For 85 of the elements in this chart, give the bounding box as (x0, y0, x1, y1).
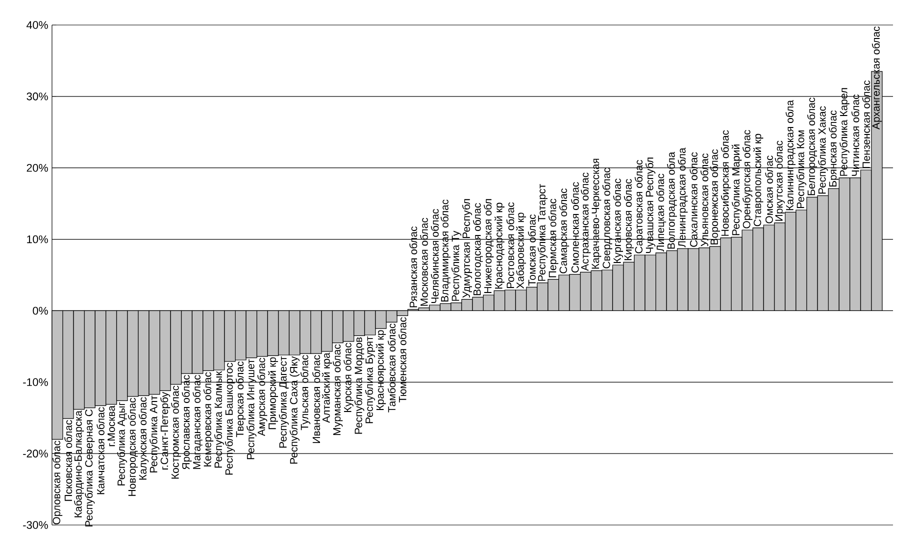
x-tick-label: Ростовская облас (506, 202, 514, 288)
x-tick-label: Калининградская обла (786, 100, 796, 210)
x-tick-label: Тверская облас (236, 361, 246, 438)
x-tick-label: Республика Северная С (84, 409, 95, 526)
x-tick-label: Псковская облас (64, 420, 72, 501)
x-tick-label: Кемеровская облас (203, 372, 214, 466)
x-tick-label: Тамбовская облас (388, 324, 396, 412)
x-tick-label: Республика Ком (796, 130, 806, 208)
x-tick-label: Чувашская Республ (645, 158, 656, 253)
y-tick-label: 0% (32, 306, 48, 315)
x-tick-label: Волгоградская обла (667, 152, 677, 249)
x-tick-label: Сахалинская облас (690, 152, 698, 247)
x-tick-label: Республика Карел (840, 88, 850, 176)
x-tick-label: Курганская облас (613, 178, 623, 263)
x-tick-label: Республика Ту (451, 230, 462, 301)
x-tick-label: Тюменская облас (398, 317, 406, 402)
x-tick-label: Смоленская облас (571, 182, 579, 273)
x-tick-label: Самарская облас (559, 188, 570, 274)
x-tick-label: Астраханская облас (580, 172, 591, 271)
x-tick-label: Томская облас (528, 214, 536, 286)
x-tick-label: Белгородская облас (807, 98, 818, 196)
x-tick-label: Республика Ингушет (246, 359, 256, 460)
x-tick-label: Вологодская облас (472, 203, 483, 296)
x-tick-label: Хабаровский кр (516, 212, 526, 289)
x-tick-label: Владимирская облас (440, 200, 450, 302)
x-tick-label: Костромская облас (171, 386, 181, 479)
x-tick-label: Рязанская облас (409, 226, 418, 308)
x-tick-label: Брянская облас (828, 110, 839, 187)
y-tick-label: -20% (23, 450, 48, 458)
y-tick-label: 10% (27, 235, 48, 244)
x-tick-label: Липецкая облас (656, 174, 666, 252)
x-tick-label: Алтайский кра (322, 352, 332, 423)
x-tick-label: Республика Дагест (278, 356, 289, 448)
x-tick-label: Республика Алт (149, 396, 160, 472)
x-tick-label: Республика Мордов (354, 337, 364, 434)
x-tick-label: Курская облас (344, 342, 354, 412)
x-tick-label: Тульская облас (300, 355, 310, 430)
x-tick-label: Республика Калмык (214, 371, 224, 468)
x-tick-label: Камчатская облас (96, 407, 104, 494)
x-tick-label: Саратовская облас (634, 160, 645, 254)
y-tick-label: -30% (23, 521, 48, 529)
x-tick-label: Приморский кр (268, 357, 278, 430)
x-tick-label: Пермская облас (548, 198, 558, 278)
x-tick-label: г.Москва (108, 405, 115, 446)
x-tick-label: Челябинская облас (430, 208, 439, 303)
y-tick-label: 20% (26, 164, 48, 172)
x-tick-label: Ульяновская облас (700, 153, 708, 246)
x-tick-label: Амурская облас (257, 358, 268, 436)
x-tick-label: Карачаево-Черкесская (592, 158, 602, 269)
x-tick-label: Магаданская облас (192, 375, 202, 469)
x-tick-label: Нижегородская обл (484, 199, 494, 293)
x-tick-label: г.Санкт-Петербу (160, 392, 170, 470)
x-tick-label: Свердловская облас (602, 168, 612, 268)
x-tick-label: Воронежская облас (710, 149, 720, 244)
x-tick-label: Республика Саха (Яку (290, 356, 300, 464)
x-tick-label: Орловская облас (52, 440, 62, 524)
x-tick-label: Омская облас (765, 156, 773, 224)
x-tick-label: Новосибирская облас (720, 130, 731, 236)
y-tick-label: -10% (23, 378, 48, 386)
x-tick-label: Новгородская облас (128, 398, 138, 496)
x-tick-label: Республика Хакас (818, 106, 828, 194)
x-tick-label: Республика Адыг (117, 402, 128, 486)
x-tick-label: Мурманская облас (332, 344, 343, 436)
x-tick-label: Кабардино-Балкарска (74, 410, 84, 518)
x-tick-label: Ставропольский кр (753, 134, 764, 226)
x-tick-label: Республика Марий (732, 144, 742, 236)
x-tick-label: Красноярский кр (376, 330, 386, 410)
x-tick-label: Оренбургская облас (742, 130, 752, 228)
x-tick-label: Ивановская облас (312, 355, 320, 443)
x-tick-label: Архангельская облас (872, 26, 882, 130)
x-tick-label: Республика Татарст (538, 184, 548, 281)
x-tick-label: Пензенская облас (862, 80, 870, 168)
x-tick-label: Московская облас (420, 218, 428, 306)
y-tick-label: 40% (26, 21, 48, 29)
x-tick-label: Читинская облас (851, 94, 860, 176)
x-tick-label: Республика Башкортос (224, 362, 235, 475)
y-tick-label: 30% (26, 92, 48, 100)
x-tick-label: Калужская облас (138, 397, 149, 480)
x-tick-label: Иркутская облас (774, 140, 785, 221)
x-tick-label: Ленинградская обла (678, 148, 688, 248)
x-tick-label: Кировская облас (624, 178, 634, 260)
x-tick-label: Краснодарский кр (494, 202, 504, 289)
x-tick-label: Республика Бурят (365, 336, 376, 424)
x-tick-label: Ярославская облас (182, 375, 192, 470)
x-tick-label: Удмуртская Республ (462, 199, 472, 298)
